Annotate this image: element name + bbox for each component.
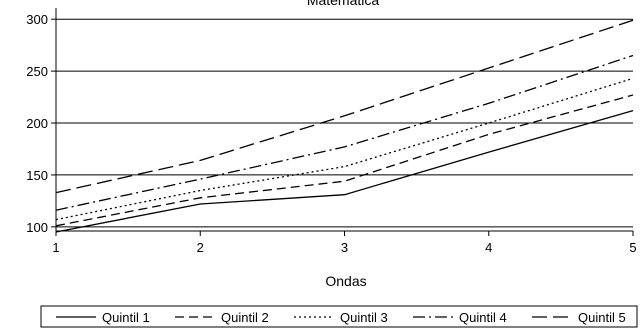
legend-box — [40, 305, 638, 328]
legend-label: Quintil 1 — [102, 310, 150, 325]
series-line-quintil-2 — [55, 94, 634, 227]
series-lines — [55, 19, 634, 233]
axes: 100 150 200 250 300 1 2 3 4 5 — [26, 8, 637, 255]
x-tick-label: 3 — [341, 240, 348, 255]
series-line-quintil-4 — [55, 54, 634, 211]
y-tick-label: 100 — [26, 220, 48, 235]
legend-label: Quintil 3 — [340, 310, 388, 325]
y-tick-label: 150 — [26, 168, 48, 183]
x-tick-label: 4 — [485, 240, 492, 255]
series-line-quintil-1 — [55, 109, 634, 233]
series-line-quintil-3 — [55, 77, 634, 221]
y-tick-label: 250 — [26, 64, 48, 79]
legend-label: Quintil 2 — [221, 310, 269, 325]
x-tick-label: 2 — [197, 240, 204, 255]
chart-title: Matemática — [307, 0, 380, 8]
series-line-quintil-5 — [55, 19, 634, 194]
grid-lines — [56, 18, 633, 228]
y-tick-label: 300 — [26, 12, 48, 27]
x-tick-label: 1 — [52, 240, 59, 255]
x-axis-label: Ondas — [325, 273, 366, 289]
legend: Quintil 1 Quintil 2 Quintil 3 Quintil 4 Quin… — [40, 305, 638, 328]
y-tick-label: 200 — [26, 116, 48, 131]
legend-label: Quintil 5 — [578, 310, 626, 325]
legend-label: Quintil 4 — [459, 310, 507, 325]
x-tick-label: 5 — [629, 240, 636, 255]
